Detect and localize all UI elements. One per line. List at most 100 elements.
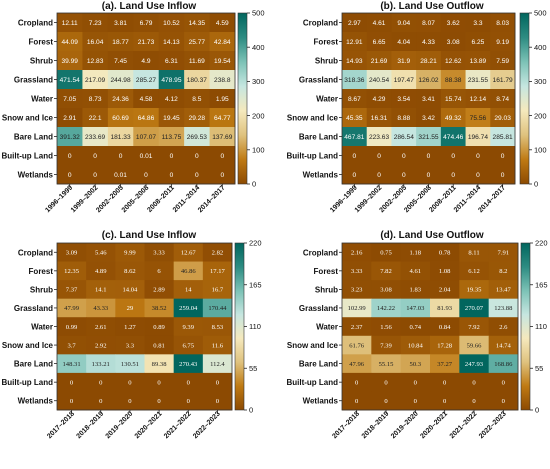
heatmap-cell xyxy=(490,108,516,128)
cell-value-label: 107.07 xyxy=(136,134,157,141)
cell-value-label: 113.75 xyxy=(162,134,182,141)
cell-value-label: 391.32 xyxy=(60,134,81,141)
cell-value-label: 39.99 xyxy=(61,58,78,65)
colorbar-tick-label: 55 xyxy=(249,364,257,373)
cell-value-label: 47.96 xyxy=(349,361,365,368)
cell-value-label: 10.52 xyxy=(163,20,180,27)
cell-value-label: 10.84 xyxy=(408,342,424,349)
heatmap-cell xyxy=(459,261,490,281)
row-label: Snow and Ice xyxy=(2,341,54,350)
heatmap-cell xyxy=(342,165,368,185)
heatmap-cell xyxy=(416,70,442,90)
heatmap-cell xyxy=(391,70,417,90)
heatmap-cell xyxy=(107,51,134,71)
cell-value-label: 19.35 xyxy=(467,287,483,294)
cell-value-label: 7.39 xyxy=(380,342,392,349)
cell-value-label: 8.5 xyxy=(192,96,201,103)
heatmap-cell xyxy=(57,261,87,281)
heatmap-cell xyxy=(202,280,233,300)
heatmap-cell xyxy=(342,13,368,33)
cell-value-label: 2.97 xyxy=(348,20,361,27)
heatmap-cell xyxy=(144,261,175,281)
cell-value-label: 18.77 xyxy=(112,39,129,46)
heatmap-cell xyxy=(158,146,185,166)
heatmap-cell xyxy=(115,261,145,281)
heatmap-cell xyxy=(400,317,431,337)
heatmap-cell xyxy=(366,165,392,185)
heatmap-cell xyxy=(400,391,431,411)
cell-value-label: 4.89 xyxy=(95,268,107,275)
heatmap-panel-2: (b). Land Use Outflow 2.97 4.61 9.04 8.07 3.6… xyxy=(286,1,546,214)
cell-value-label: 14.35 xyxy=(189,20,206,27)
cell-value-label: 0 xyxy=(68,172,72,179)
cell-value-label: 8.88 xyxy=(397,115,410,122)
heatmap-panel-3: (c). Land Use Inflow 3.09 5.46 9.99 3.33 12.6… xyxy=(1,230,261,440)
heatmap-cell xyxy=(430,354,460,374)
row-label: Shrub xyxy=(30,285,53,294)
heatmap-cell xyxy=(107,146,134,166)
cell-value-label: 50.3 xyxy=(410,361,422,368)
column-label: 2014–2017 xyxy=(197,184,227,214)
cell-value-label: 180.37 xyxy=(187,77,208,84)
cell-value-label: 0 xyxy=(70,398,74,405)
row-label: Water xyxy=(316,323,338,332)
heatmap-cell xyxy=(430,335,460,355)
heatmap-cell xyxy=(115,391,145,411)
heatmap-cell xyxy=(144,391,175,411)
cell-value-label: 0 xyxy=(187,379,191,386)
column-label: 2019–2020 xyxy=(390,410,420,440)
heatmap-cell xyxy=(115,298,145,318)
cell-value-label: 0 xyxy=(414,398,418,405)
cell-value-label: 19.45 xyxy=(163,115,180,122)
heatmap-cell xyxy=(440,108,466,128)
row-label: Built-up Land xyxy=(1,152,53,161)
heatmap-cell xyxy=(57,13,83,33)
colorbar xyxy=(237,12,248,185)
cell-value-label: 170.44 xyxy=(208,305,227,312)
cell-value-label: 0 xyxy=(99,379,103,386)
column-label: 2022–2023 xyxy=(192,410,222,440)
heatmap-cell xyxy=(158,127,185,147)
heatmap-cell xyxy=(459,391,490,411)
heatmap-cell xyxy=(144,298,175,318)
cell-value-label: 42.84 xyxy=(214,39,231,46)
row-label: Wetlands xyxy=(18,397,54,406)
heatmap-cell xyxy=(144,372,175,392)
column-label: 2018–2019 xyxy=(75,410,105,440)
colorbar-tick-label: 100 xyxy=(252,146,265,155)
cell-value-label: 16.04 xyxy=(87,39,104,46)
row-label: Snow and Ice xyxy=(2,114,54,123)
heatmap-cell xyxy=(82,89,109,109)
cell-value-label: 270.07 xyxy=(465,305,484,312)
heatmap-cell xyxy=(440,127,466,147)
heatmap-cell xyxy=(158,51,185,71)
heatmap-cell xyxy=(366,108,392,128)
row-label: Grassland xyxy=(299,76,338,85)
column-label: 2022–2023 xyxy=(478,410,508,440)
heatmap-cell xyxy=(400,280,431,300)
cell-value-label: 21.73 xyxy=(138,39,155,46)
heatmap-cell xyxy=(391,127,417,147)
cell-value-label: 168.86 xyxy=(494,361,513,368)
heatmap-cell xyxy=(391,146,417,166)
cell-value-label: 231.55 xyxy=(468,77,489,84)
colorbar-tick-label: 500 xyxy=(252,9,265,18)
heatmap-cell xyxy=(133,165,160,185)
heatmap-cell xyxy=(57,391,87,411)
cell-value-label: 12.62 xyxy=(445,58,462,65)
heatmap-cell xyxy=(400,243,431,262)
cell-value-label: 2.37 xyxy=(351,324,363,331)
colorbar xyxy=(519,12,530,185)
cell-value-label: 8.11 xyxy=(468,250,479,257)
cell-value-label: 29 xyxy=(127,305,134,312)
heatmap-cell xyxy=(107,89,134,109)
cell-value-label: 0 xyxy=(377,153,381,160)
cell-value-label: 3.33 xyxy=(351,268,363,275)
heatmap-cell xyxy=(465,51,491,71)
cell-value-label: 0 xyxy=(355,398,359,405)
heatmap-cell xyxy=(391,32,417,52)
cell-value-label: 8.03 xyxy=(496,20,509,27)
heatmap-cell xyxy=(107,165,134,185)
cell-value-label: 285.81 xyxy=(493,134,514,141)
cell-value-label: 31.9 xyxy=(397,58,410,65)
